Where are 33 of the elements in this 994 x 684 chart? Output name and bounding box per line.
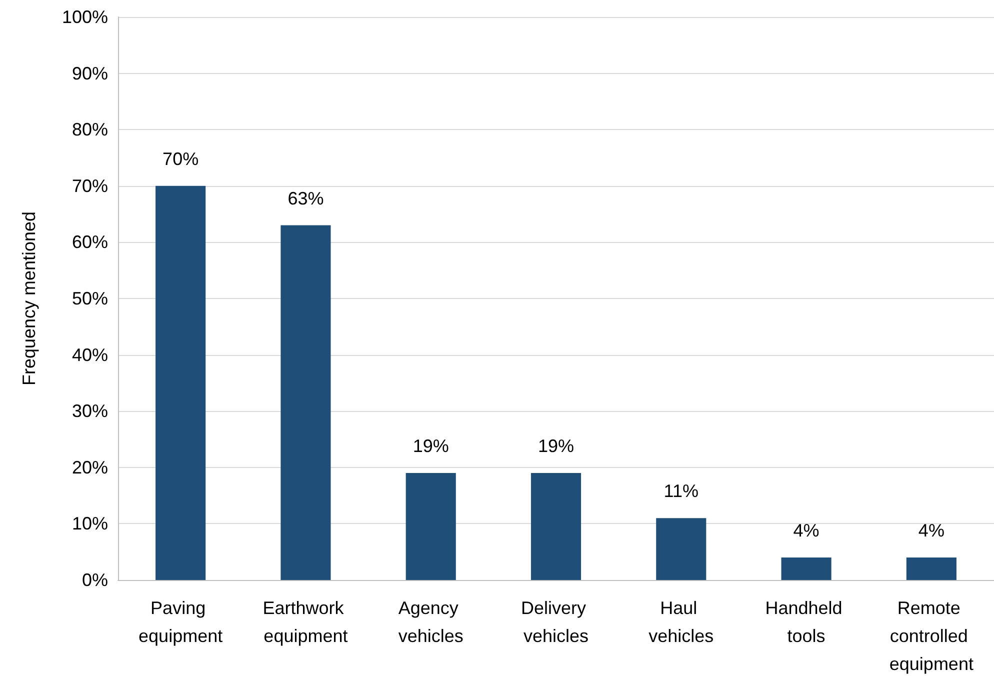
- y-tick-label: 100%: [62, 7, 108, 27]
- bar: [656, 518, 706, 580]
- data-label: 63%: [288, 188, 324, 208]
- x-tick-label: Earthwork equipment: [262, 598, 349, 646]
- y-tick-label: 0%: [82, 570, 108, 590]
- x-tick-label: Paving equipment: [138, 598, 223, 646]
- x-tick-label: Agency vehicles: [398, 598, 464, 646]
- y-tick-label: 70%: [72, 176, 108, 196]
- y-tick-label: 10%: [72, 514, 108, 534]
- x-tick-label: Remote controlled equipment: [889, 598, 974, 674]
- bar: [406, 473, 456, 580]
- data-label: 70%: [162, 148, 199, 169]
- x-tick-label: Handheld tools: [765, 598, 848, 646]
- bar: [781, 557, 832, 580]
- bar: [280, 225, 331, 580]
- y-tick-label: 40%: [72, 344, 108, 365]
- y-axis-title: Frequency mentioned: [19, 211, 39, 386]
- y-tick-label: 30%: [72, 401, 108, 422]
- y-tick-label: 90%: [72, 63, 108, 84]
- data-label: 19%: [538, 436, 574, 456]
- data-label: 19%: [412, 436, 449, 456]
- data-label: 11%: [664, 481, 698, 502]
- y-tick-label: 20%: [72, 457, 108, 478]
- data-label: 4%: [793, 520, 820, 540]
- y-tick-label: 60%: [72, 232, 108, 252]
- bar: [156, 186, 206, 580]
- data-label: 4%: [918, 520, 944, 540]
- x-tick-label: Delivery vehicles: [520, 598, 592, 646]
- x-tick-label: Haul vehicles: [648, 598, 714, 646]
- y-tick-label: 50%: [72, 288, 108, 308]
- bar: [906, 557, 956, 580]
- bar: [530, 473, 582, 580]
- y-tick-label: 80%: [72, 120, 108, 140]
